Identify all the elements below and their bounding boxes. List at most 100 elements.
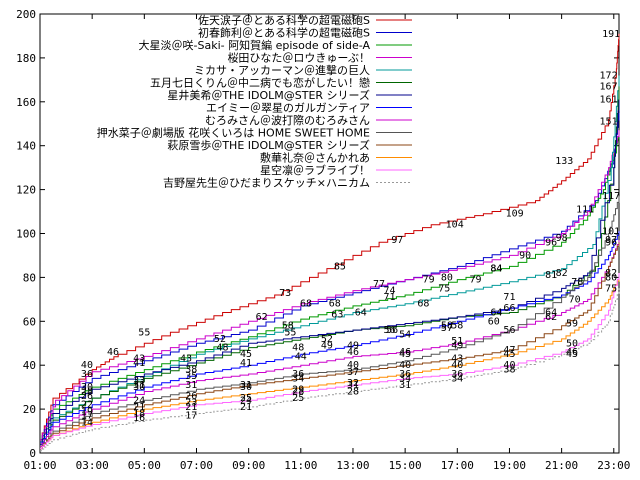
- x-tick-label: 19:00: [493, 459, 526, 472]
- data-label: 14: [81, 417, 93, 428]
- data-label: 29: [292, 384, 304, 395]
- data-label: 80: [441, 272, 453, 283]
- data-label: 68: [329, 299, 341, 310]
- data-label: 31: [240, 380, 252, 391]
- legend: 佐天涙子＠とある科学の超電磁砲S初春飾利＠とある科学の超電磁砲S大星淡＠咲-Sa…: [97, 13, 412, 190]
- data-label: 25: [240, 393, 252, 404]
- data-label: 30: [240, 382, 252, 393]
- data-label: 75: [605, 283, 617, 294]
- data-label: 30: [81, 382, 93, 393]
- data-label: 109: [506, 209, 524, 220]
- legend-label: 初春飾利＠とある科学の超電磁砲S: [198, 26, 370, 40]
- data-label: 85: [334, 261, 346, 272]
- y-tick-label: 40: [23, 359, 36, 372]
- data-label: 46: [399, 347, 411, 358]
- data-label: 17: [185, 411, 197, 422]
- data-label: 77: [373, 279, 385, 290]
- data-label: 23: [185, 398, 197, 409]
- y-tick-label: 80: [23, 271, 36, 284]
- data-label: 55: [284, 327, 296, 338]
- series-line-11: [40, 277, 620, 450]
- data-label: 49: [321, 340, 333, 351]
- data-label: 161: [600, 95, 618, 106]
- x-tick-label: 23:00: [597, 459, 630, 472]
- x-tick-label: 07:00: [180, 459, 213, 472]
- series-line-6: [40, 99, 620, 445]
- series-layer: [40, 33, 620, 452]
- data-label: 78: [571, 277, 583, 288]
- data-label: 51: [451, 336, 463, 347]
- series-line-12: [40, 273, 620, 450]
- data-label: 43: [133, 354, 145, 365]
- data-label: 45: [566, 349, 578, 360]
- data-label: 28: [81, 387, 93, 398]
- data-labels-layer: 4655738597104109133191526874808496151485…: [81, 29, 620, 429]
- series-line-0: [40, 33, 620, 441]
- series-line-9: [40, 196, 620, 450]
- data-label: 38: [185, 365, 197, 376]
- data-label: 82: [556, 268, 568, 279]
- data-label: 48: [217, 343, 229, 354]
- data-label: 55: [138, 327, 150, 338]
- data-label: 47: [503, 345, 515, 356]
- x-tick-label: 15:00: [389, 459, 422, 472]
- data-label: 21: [185, 402, 197, 413]
- data-label: 79: [470, 275, 482, 286]
- data-label: 96: [545, 237, 557, 248]
- data-label: 40: [503, 360, 515, 371]
- axis-ticks: 0 20 40 60 80 100 120 140 160 180 200 01:00 03:00 05:…: [16, 8, 630, 472]
- data-label: 34: [399, 373, 411, 384]
- x-tick-label: 03:00: [76, 459, 109, 472]
- legend-label: 星空凛＠ラブライブ！: [260, 163, 370, 177]
- legend-label: 佐天涙子＠とある科学の超電磁砲S: [198, 13, 370, 27]
- data-label: 49: [347, 340, 359, 351]
- series-line-8: [40, 240, 620, 447]
- data-label: 97: [391, 235, 403, 246]
- data-label: 44: [295, 351, 307, 362]
- data-label: 31: [133, 380, 145, 391]
- data-label: 56: [386, 325, 398, 336]
- series-line-2: [40, 134, 620, 445]
- data-label: 43: [180, 354, 192, 365]
- data-label: 41: [240, 358, 252, 369]
- data-label: 31: [399, 380, 411, 391]
- x-tick-label: 13:00: [336, 459, 369, 472]
- data-label: 104: [446, 220, 464, 231]
- x-tick-label: 17:00: [441, 459, 474, 472]
- data-label: 25: [292, 393, 304, 404]
- data-label: 35: [185, 371, 197, 382]
- data-label: 40: [81, 360, 93, 371]
- data-label: 172: [600, 70, 618, 81]
- x-tick-label: 11:00: [284, 459, 317, 472]
- data-label: 41: [133, 358, 145, 369]
- data-label: 46: [107, 347, 119, 358]
- data-label: 46: [347, 347, 359, 358]
- data-label: 32: [347, 378, 359, 389]
- data-label: 40: [347, 360, 359, 371]
- data-label: 62: [256, 312, 268, 323]
- legend-label: 敷華礼奈＠さんかれあ: [260, 151, 370, 165]
- data-label: 133: [555, 156, 573, 167]
- data-label: 26: [185, 391, 197, 402]
- data-label: 40: [399, 360, 411, 371]
- data-label: 30: [133, 382, 145, 393]
- y-tick-label: 0: [29, 447, 36, 460]
- data-label: 167: [600, 81, 618, 92]
- data-label: 34: [292, 373, 304, 384]
- data-label: 37: [347, 367, 359, 378]
- data-label: 90: [519, 250, 531, 261]
- series-line-3: [40, 130, 620, 441]
- data-label: 58: [451, 321, 463, 332]
- data-label: 57: [441, 323, 453, 334]
- data-label: 18: [133, 408, 145, 419]
- data-label: 24: [240, 395, 252, 406]
- x-tick-label: 01:00: [23, 459, 56, 472]
- y-tick-label: 160: [16, 96, 36, 109]
- data-label: 43: [451, 354, 463, 365]
- y-tick-label: 180: [16, 52, 36, 65]
- data-label: 117: [602, 191, 620, 202]
- data-label: 52: [214, 334, 226, 345]
- data-label: 111: [576, 204, 594, 215]
- data-label: 28: [347, 387, 359, 398]
- legend-label: 萩原雪歩＠THE IDOLM@STER シリーズ: [167, 138, 370, 152]
